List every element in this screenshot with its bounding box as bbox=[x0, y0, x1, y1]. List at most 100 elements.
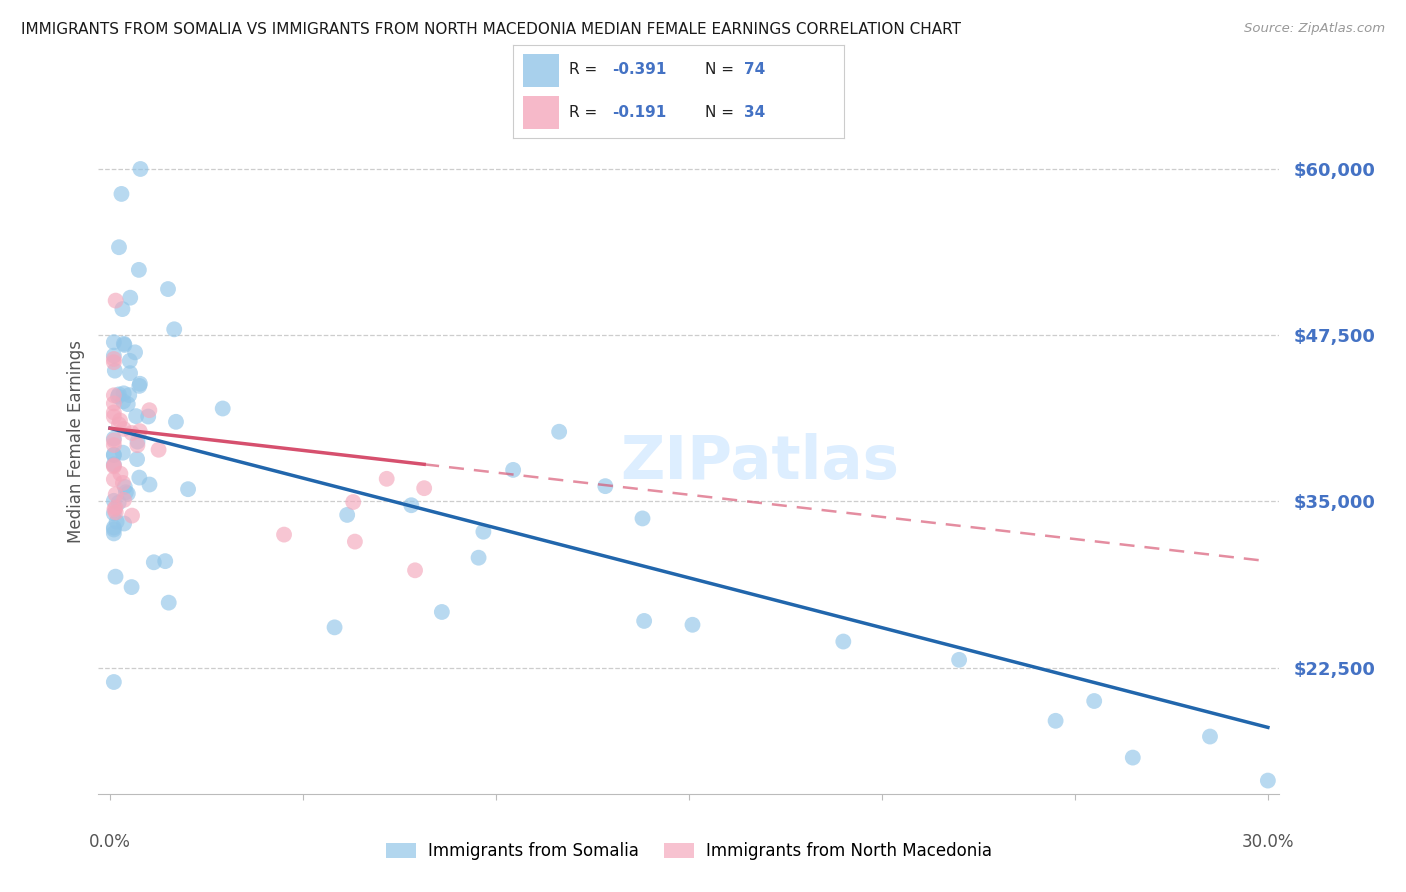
Point bbox=[103, 502, 125, 516]
Point bbox=[336, 508, 359, 522]
Point bbox=[103, 458, 125, 473]
Point bbox=[118, 388, 141, 402]
Point bbox=[103, 459, 125, 474]
Point bbox=[401, 498, 423, 512]
Point bbox=[138, 403, 160, 417]
Point bbox=[103, 405, 125, 419]
Point bbox=[404, 563, 426, 577]
Text: 30.0%: 30.0% bbox=[1241, 833, 1294, 851]
Point bbox=[129, 376, 152, 391]
Point bbox=[472, 524, 495, 539]
Point bbox=[342, 495, 364, 509]
Point bbox=[832, 634, 855, 648]
Text: N =: N = bbox=[704, 62, 738, 78]
Point bbox=[1045, 714, 1067, 728]
Point bbox=[125, 409, 148, 424]
Point bbox=[103, 523, 125, 537]
Point bbox=[155, 554, 177, 568]
Point bbox=[948, 653, 970, 667]
Point bbox=[375, 472, 398, 486]
Point bbox=[114, 338, 136, 352]
Point bbox=[103, 355, 125, 369]
Point bbox=[121, 580, 143, 594]
Point bbox=[127, 438, 149, 452]
Point bbox=[430, 605, 453, 619]
FancyBboxPatch shape bbox=[523, 96, 560, 129]
Text: R =: R = bbox=[569, 62, 603, 78]
Point bbox=[104, 293, 127, 308]
Point bbox=[118, 354, 141, 368]
Point bbox=[115, 485, 138, 500]
Point bbox=[1199, 730, 1222, 744]
Point bbox=[138, 477, 160, 491]
Point bbox=[103, 458, 125, 472]
Point bbox=[121, 508, 143, 523]
Point bbox=[165, 415, 187, 429]
Point bbox=[112, 492, 135, 507]
Text: 0.0%: 0.0% bbox=[89, 833, 131, 851]
Point bbox=[156, 282, 179, 296]
Point bbox=[110, 186, 132, 201]
Point bbox=[103, 432, 125, 446]
Text: ZIPatlas: ZIPatlas bbox=[620, 434, 900, 492]
Point bbox=[111, 302, 134, 317]
Point bbox=[548, 425, 571, 439]
Point bbox=[157, 596, 180, 610]
Text: -0.191: -0.191 bbox=[613, 105, 666, 120]
Point bbox=[103, 472, 125, 486]
Point bbox=[107, 495, 129, 509]
Point bbox=[112, 386, 135, 401]
Point bbox=[103, 388, 125, 402]
Point bbox=[103, 507, 125, 521]
Point bbox=[127, 452, 149, 467]
Point bbox=[177, 482, 200, 496]
Point bbox=[502, 463, 524, 477]
Point bbox=[117, 486, 139, 500]
Point bbox=[105, 515, 128, 529]
Text: N =: N = bbox=[704, 105, 738, 120]
Point bbox=[136, 409, 159, 424]
Point bbox=[129, 161, 152, 176]
Point bbox=[120, 366, 142, 380]
Point bbox=[111, 475, 134, 490]
Point bbox=[103, 396, 125, 410]
Point bbox=[120, 291, 142, 305]
Point bbox=[108, 240, 131, 254]
Point bbox=[108, 413, 131, 427]
Point bbox=[103, 438, 125, 452]
Text: IMMIGRANTS FROM SOMALIA VS IMMIGRANTS FROM NORTH MACEDONIA MEDIAN FEMALE EARNING: IMMIGRANTS FROM SOMALIA VS IMMIGRANTS FR… bbox=[21, 22, 962, 37]
Point bbox=[103, 351, 125, 366]
Point bbox=[111, 446, 134, 460]
Point bbox=[413, 481, 436, 495]
Point bbox=[128, 424, 150, 438]
Text: 34: 34 bbox=[745, 105, 766, 120]
Point bbox=[148, 442, 170, 457]
Point bbox=[128, 263, 150, 277]
Point bbox=[104, 569, 127, 583]
Point bbox=[108, 387, 131, 401]
Point bbox=[103, 335, 125, 350]
Point bbox=[104, 500, 127, 515]
Point bbox=[103, 526, 125, 541]
Point bbox=[633, 614, 655, 628]
Point bbox=[467, 550, 489, 565]
Point bbox=[1122, 750, 1144, 764]
Point bbox=[103, 434, 125, 448]
Point bbox=[343, 534, 366, 549]
Point bbox=[103, 493, 125, 508]
Point bbox=[1257, 773, 1279, 788]
Point bbox=[127, 434, 149, 449]
Point bbox=[103, 448, 125, 462]
Text: 74: 74 bbox=[745, 62, 766, 78]
Point bbox=[112, 336, 135, 351]
Point bbox=[103, 409, 125, 424]
Y-axis label: Median Female Earnings: Median Female Earnings bbox=[66, 340, 84, 543]
Point bbox=[273, 527, 295, 541]
Point bbox=[103, 349, 125, 363]
Point bbox=[128, 379, 150, 393]
Point bbox=[595, 479, 617, 493]
Text: R =: R = bbox=[569, 105, 603, 120]
Point bbox=[121, 425, 143, 440]
Point bbox=[631, 511, 654, 525]
FancyBboxPatch shape bbox=[523, 54, 560, 87]
